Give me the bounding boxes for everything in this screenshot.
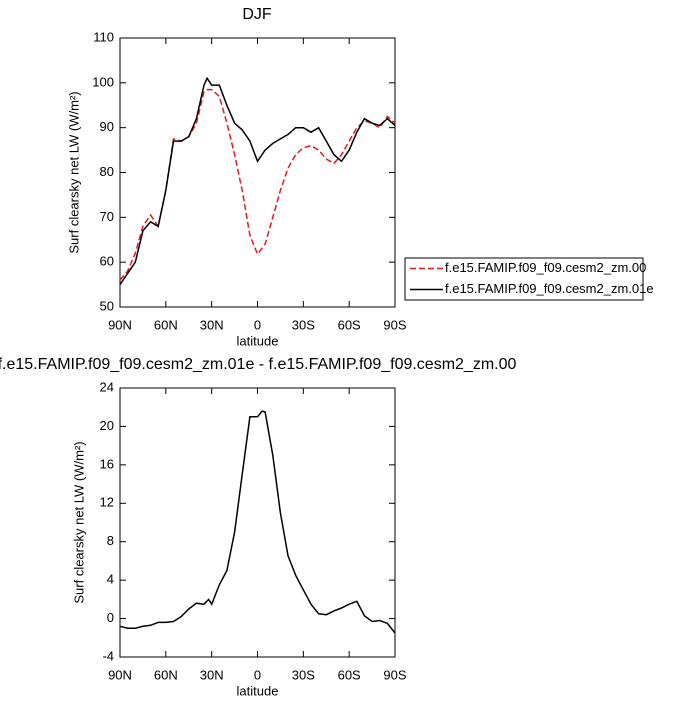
x-axis-label: latitude xyxy=(237,683,279,698)
y-tick-label: 100 xyxy=(92,74,114,89)
x-tick-label: 30N xyxy=(200,317,224,332)
legend-label: f.e15.FAMIP.f09_f09.cesm2_zm.00 xyxy=(445,260,646,275)
y-tick-label: 0 xyxy=(107,610,114,625)
x-tick-label: 60N xyxy=(154,667,178,682)
y-tick-label: 60 xyxy=(100,254,114,269)
y-tick-label: 20 xyxy=(100,418,114,433)
y-tick-label: -4 xyxy=(102,648,114,663)
y-tick-label: 110 xyxy=(93,29,114,44)
line xyxy=(119,410,396,634)
x-tick-label: 90S xyxy=(383,667,406,682)
x-tick-label: 60S xyxy=(338,317,361,332)
x-axis-label: latitude xyxy=(237,333,279,348)
plot-frame xyxy=(119,387,396,658)
x-tick-label: 90N xyxy=(108,317,132,332)
chart-title: f.e15.FAMIP.f09_f09.cesm2_zm.01e - f.e15… xyxy=(0,356,517,373)
chart-title: DJF xyxy=(242,6,272,23)
y-axis-label: Surf clearsky net LW (W/m²) xyxy=(66,91,81,253)
x-tick-label: 30N xyxy=(200,667,224,682)
y-tick-label: 50 xyxy=(100,298,114,313)
y-tick-label: 80 xyxy=(100,164,114,179)
plot-frame xyxy=(119,37,396,308)
x-tick-label: 60S xyxy=(338,667,361,682)
y-tick-label: 8 xyxy=(107,533,114,548)
line xyxy=(119,88,396,281)
x-tick-label: 30S xyxy=(292,317,315,332)
x-tick-label: 30S xyxy=(292,667,315,682)
legend-label: f.e15.FAMIP.f09_f09.cesm2_zm.01e xyxy=(445,281,654,296)
x-tick-label: 90N xyxy=(108,667,132,682)
x-tick-label: 0 xyxy=(254,667,261,682)
line xyxy=(119,76,396,286)
y-tick-label: 90 xyxy=(100,119,114,134)
y-tick-label: 4 xyxy=(107,572,114,587)
legend-box xyxy=(404,257,644,301)
y-tick-label: 70 xyxy=(100,209,114,224)
y-tick-label: 12 xyxy=(100,495,114,510)
y-tick-label: 16 xyxy=(100,456,114,471)
x-tick-label: 60N xyxy=(154,317,178,332)
y-tick-label: 24 xyxy=(100,379,114,394)
x-tick-label: 90S xyxy=(383,317,406,332)
x-tick-label: 0 xyxy=(254,317,261,332)
y-axis-label: Surf clearsky net LW (W/m²) xyxy=(71,441,86,603)
